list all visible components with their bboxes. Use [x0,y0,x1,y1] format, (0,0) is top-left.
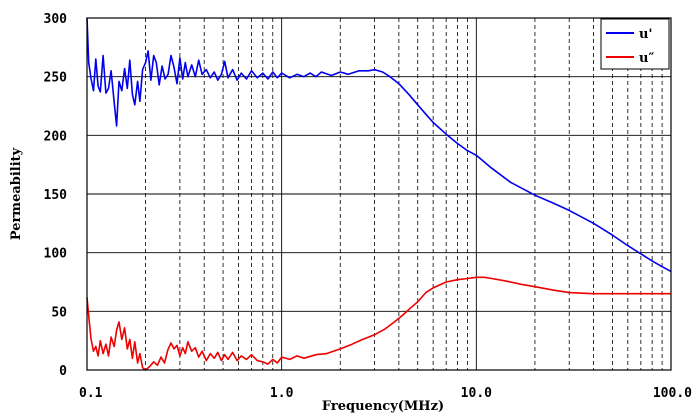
series-u-prime-line [86,17,672,273]
x-tick-label: 1.0 [270,386,294,401]
legend-label-u-double-prime: u″ [639,51,654,66]
x-axis-label: Frequency(MHz) [322,399,444,414]
legend: u' u″ [600,18,670,70]
plot-frame [86,17,672,371]
y-tick-label: 50 [51,305,67,320]
x-tick-label: 10.0 [461,386,492,401]
y-tick-label: 250 [44,71,68,86]
y-tick-label: 0 [59,364,67,379]
series-layer [86,17,672,371]
y-tick-label: 300 [44,12,68,27]
x-tick-label: 0.1 [79,386,103,401]
y-tick-label: 100 [44,247,68,262]
x-tick-label: 100.0 [653,386,692,401]
y-tick-labels: 0 50 100 150 200 250 300 [44,12,68,379]
y-axis-label: Permeability [9,147,24,240]
y-tick-label: 150 [44,188,68,203]
legend-label-u-prime: u' [639,27,652,42]
y-tick-label: 200 [44,129,68,144]
legend-box [600,18,670,70]
series-u-double-prime-line [86,276,671,371]
x-tick-labels: 0.1 1.0 10.0 100.0 [79,386,692,401]
